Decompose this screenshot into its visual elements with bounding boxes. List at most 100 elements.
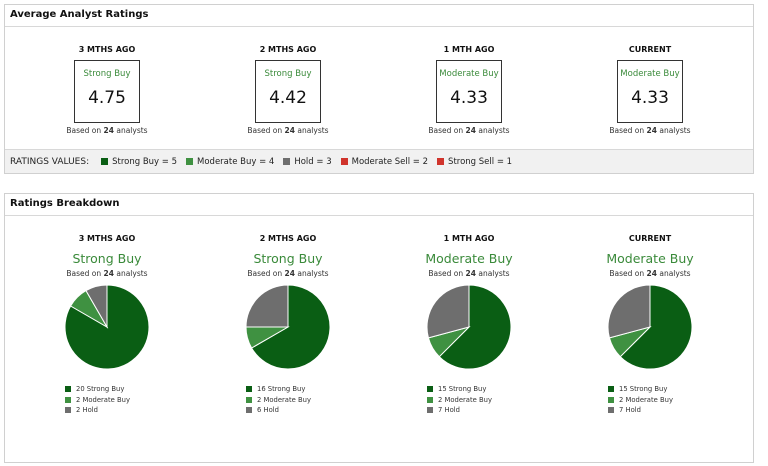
period-title: 1 MTH AGO bbox=[443, 234, 495, 243]
pie-legend-item: 15 Strong Buy bbox=[608, 384, 692, 395]
legend-label: 2 Hold bbox=[76, 406, 98, 415]
pie-slice-16-strong-buy bbox=[250, 284, 331, 370]
pie-slice-15-strong-buy bbox=[438, 284, 512, 370]
breakdown-period-1m: 1 MTH AGO Moderate Buy Based on 24 analy… bbox=[404, 234, 534, 416]
pie-legend: 16 Strong Buy 2 Moderate Buy 6 Hold bbox=[246, 384, 330, 416]
pie-legend-item: 16 Strong Buy bbox=[246, 384, 330, 395]
based-on-text: Based on 24 analysts bbox=[428, 126, 510, 135]
pie-legend-item: 2 Moderate Buy bbox=[427, 395, 511, 406]
legend-swatch bbox=[608, 386, 614, 393]
rating-label: Moderate Buy bbox=[439, 69, 499, 79]
legend-swatch bbox=[246, 407, 252, 414]
rating-label: Strong Buy bbox=[253, 251, 323, 266]
ratings-pie-chart bbox=[245, 284, 331, 370]
period-title: 3 MTHS AGO bbox=[78, 234, 136, 243]
pie-legend: 20 Strong Buy 2 Moderate Buy 2 Hold bbox=[65, 384, 149, 416]
rating-box: Strong Buy 4.75 bbox=[74, 60, 140, 123]
rating-label: Moderate Buy bbox=[425, 251, 513, 266]
period-title: 3 MTHS AGO bbox=[78, 45, 136, 54]
pie-legend-item: 2 Moderate Buy bbox=[608, 395, 692, 406]
legend-label: 2 Moderate Buy bbox=[438, 395, 492, 404]
based-on-text: Based on 24 analysts bbox=[609, 126, 691, 135]
based-on-text: Based on 24 analysts bbox=[66, 269, 148, 278]
pie-slice-2-hold bbox=[85, 284, 108, 329]
legend-swatch bbox=[65, 396, 71, 403]
legend-label: 2 Moderate Buy bbox=[257, 395, 311, 404]
based-on-text: Based on 24 analysts bbox=[428, 269, 510, 278]
legend-label: 15 Strong Buy bbox=[438, 385, 487, 394]
pie-legend-item: 2 Moderate Buy bbox=[65, 395, 149, 406]
rating-value: 4.33 bbox=[450, 88, 488, 108]
strong-buy-swatch bbox=[101, 158, 109, 165]
legend-title: RATINGS VALUES: bbox=[10, 156, 90, 167]
rating-value: 4.42 bbox=[269, 88, 307, 108]
legend-swatch bbox=[427, 407, 433, 414]
avg-period-1m: 1 MTH AGO Moderate Buy 4.33 Based on 24 … bbox=[404, 45, 534, 135]
pie-slice-7-hold bbox=[607, 284, 651, 339]
ratings-breakdown-panel: Ratings Breakdown 3 MTHS AGO Strong Buy … bbox=[4, 193, 754, 463]
period-title: CURRENT bbox=[628, 234, 672, 243]
pie-legend-item: 7 Hold bbox=[608, 405, 692, 416]
legend-swatch bbox=[65, 386, 71, 393]
breakdown-period-2m: 2 MTHS AGO Strong Buy Based on 24 analys… bbox=[223, 234, 353, 416]
legend-label: 2 Moderate Buy bbox=[619, 395, 673, 404]
based-on-text: Based on 24 analysts bbox=[247, 269, 329, 278]
legend-swatch bbox=[246, 386, 252, 393]
avg-period-current: CURRENT Moderate Buy 4.33 Based on 24 an… bbox=[585, 45, 715, 135]
legend-label: 7 Hold bbox=[619, 406, 641, 415]
strong-sell-swatch bbox=[437, 158, 445, 165]
legend-label: 20 Strong Buy bbox=[76, 385, 125, 394]
based-on-text: Based on 24 analysts bbox=[66, 126, 148, 135]
period-title: 1 MTH AGO bbox=[443, 45, 495, 54]
rating-value: 4.75 bbox=[88, 88, 126, 108]
rating-label: Strong Buy bbox=[83, 69, 131, 79]
rating-box: Moderate Buy 4.33 bbox=[617, 60, 683, 123]
pie-legend-item: 2 Hold bbox=[65, 405, 149, 416]
pie-slice-6-hold bbox=[245, 284, 289, 328]
legend-item-hold: Hold = 3 bbox=[283, 157, 332, 167]
rating-label: Strong Buy bbox=[72, 251, 142, 266]
rating-label: Moderate Buy bbox=[620, 69, 680, 79]
pie-slice-7-hold bbox=[426, 284, 470, 339]
breakdown-period-current: CURRENT Moderate Buy Based on 24 analyst… bbox=[585, 234, 715, 416]
legend-swatch bbox=[65, 407, 71, 414]
pie-legend-item: 15 Strong Buy bbox=[427, 384, 511, 395]
moderate-sell-swatch bbox=[340, 158, 348, 165]
pie-slice-15-strong-buy bbox=[619, 284, 693, 370]
legend-swatch bbox=[427, 396, 433, 403]
average-ratings-panel: Average Analyst Ratings 3 MTHS AGO Stron… bbox=[4, 4, 754, 174]
pie-legend-item: 6 Hold bbox=[246, 405, 330, 416]
moderate-buy-swatch bbox=[186, 158, 194, 165]
legend-swatch bbox=[608, 396, 614, 403]
avg-period-3m: 3 MTHS AGO Strong Buy 4.75 Based on 24 a… bbox=[42, 45, 172, 135]
rating-value: 4.33 bbox=[631, 88, 669, 108]
based-on-text: Based on 24 analysts bbox=[247, 126, 329, 135]
average-ratings-title: Average Analyst Ratings bbox=[5, 5, 753, 27]
legend-label: 6 Hold bbox=[257, 406, 279, 415]
avg-period-2m: 2 MTHS AGO Strong Buy 4.42 Based on 24 a… bbox=[223, 45, 353, 135]
legend-label: 7 Hold bbox=[438, 406, 460, 415]
legend-swatch bbox=[427, 386, 433, 393]
rating-label: Moderate Buy bbox=[606, 251, 694, 266]
legend-item-moderate-buy: Moderate Buy = 4 bbox=[186, 157, 274, 167]
rating-box: Strong Buy 4.42 bbox=[255, 60, 321, 123]
legend-swatch bbox=[608, 407, 614, 414]
legend-item-strong-buy: Strong Buy = 5 bbox=[101, 157, 177, 167]
period-title: CURRENT bbox=[628, 45, 672, 54]
ratings-pie-chart bbox=[426, 284, 512, 370]
pie-legend-item: 20 Strong Buy bbox=[65, 384, 149, 395]
based-on-text: Based on 24 analysts bbox=[609, 269, 691, 278]
pie-legend-item: 2 Moderate Buy bbox=[246, 395, 330, 406]
legend-swatch bbox=[246, 396, 252, 403]
legend-item-strong-sell: Strong Sell = 1 bbox=[437, 157, 512, 167]
rating-box: Moderate Buy 4.33 bbox=[436, 60, 502, 123]
ratings-breakdown-title: Ratings Breakdown bbox=[5, 194, 753, 216]
pie-legend: 15 Strong Buy 2 Moderate Buy 7 Hold bbox=[427, 384, 511, 416]
ratings-pie-chart bbox=[607, 284, 693, 370]
ratings-values-legend: RATINGS VALUES: Strong Buy = 5 Moderate … bbox=[5, 149, 753, 173]
legend-label: 2 Moderate Buy bbox=[76, 395, 130, 404]
hold-swatch bbox=[283, 158, 291, 165]
period-title: 2 MTHS AGO bbox=[259, 45, 317, 54]
ratings-pie-chart bbox=[64, 284, 150, 370]
legend-label: 16 Strong Buy bbox=[257, 385, 306, 394]
